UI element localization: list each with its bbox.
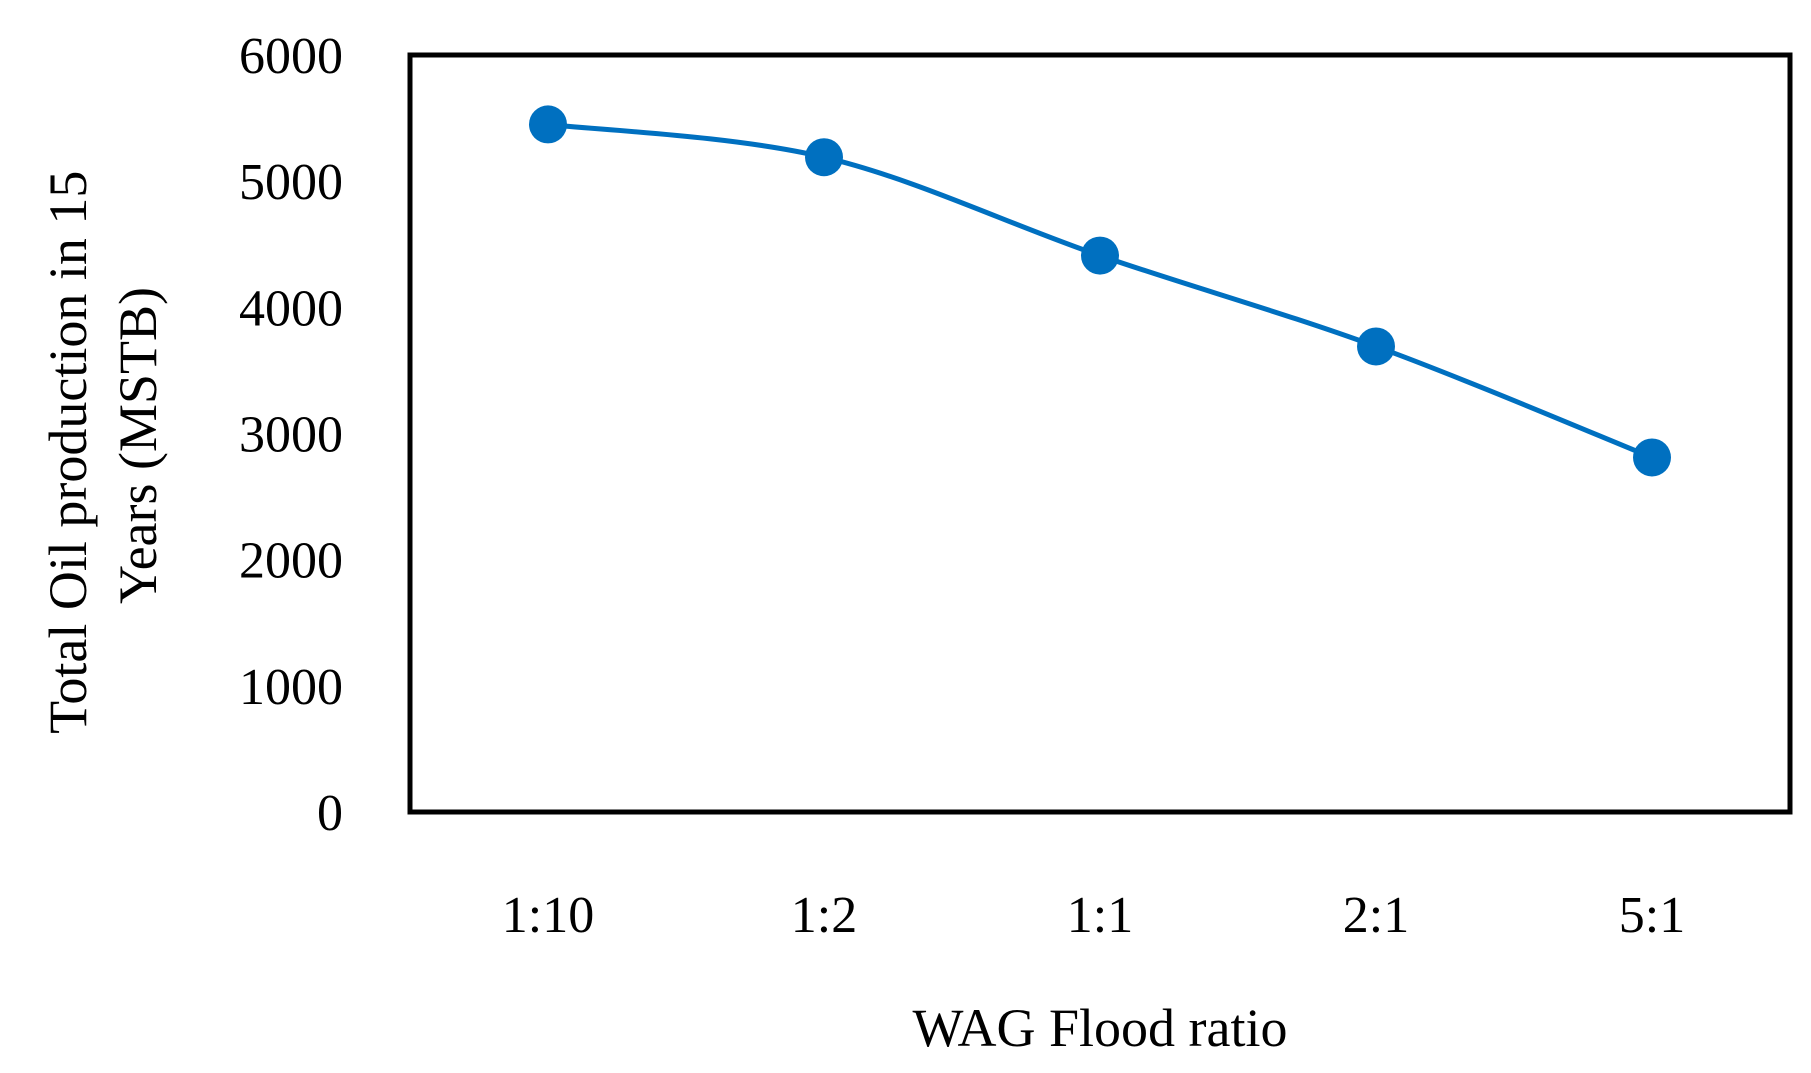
y-tick-label: 6000 xyxy=(239,28,343,85)
y-axis-title-line-1: Total Oil production in 15 xyxy=(38,171,98,734)
y-tick-label: 1000 xyxy=(239,659,343,716)
x-tick-label: 1:1 xyxy=(1067,887,1133,944)
y-tick-label: 5000 xyxy=(239,154,343,211)
data-point-marker xyxy=(1081,236,1119,275)
series-layer xyxy=(529,105,1671,477)
y-axis-title: Total Oil production in 15 Years (MSTB) xyxy=(38,157,168,734)
y-tick-label: 3000 xyxy=(239,407,343,464)
y-tick-label: 4000 xyxy=(239,280,343,337)
data-point-marker xyxy=(1357,327,1395,366)
y-axis-title-line-2: Years (MSTB) xyxy=(108,287,168,604)
x-axis-title: WAG Flood ratio xyxy=(913,998,1288,1058)
series-line xyxy=(547,121,1653,460)
y-axis-ticks: 0 1000 2000 3000 4000 5000 6000 xyxy=(239,28,343,842)
y-tick-label: 0 xyxy=(317,785,343,842)
data-point-marker xyxy=(805,138,843,177)
y-tick-label: 2000 xyxy=(239,533,343,590)
x-axis-ticks: 1:10 1:2 1:1 2:1 5:1 xyxy=(502,887,1685,944)
x-tick-label: 1:2 xyxy=(791,887,857,944)
x-tick-label: 1:10 xyxy=(502,887,594,944)
data-point-marker xyxy=(529,105,567,144)
x-tick-label: 5:1 xyxy=(1619,887,1685,944)
plot-area-frame xyxy=(407,52,1793,815)
data-point-marker xyxy=(1633,438,1671,477)
x-tick-label: 2:1 xyxy=(1343,887,1409,944)
